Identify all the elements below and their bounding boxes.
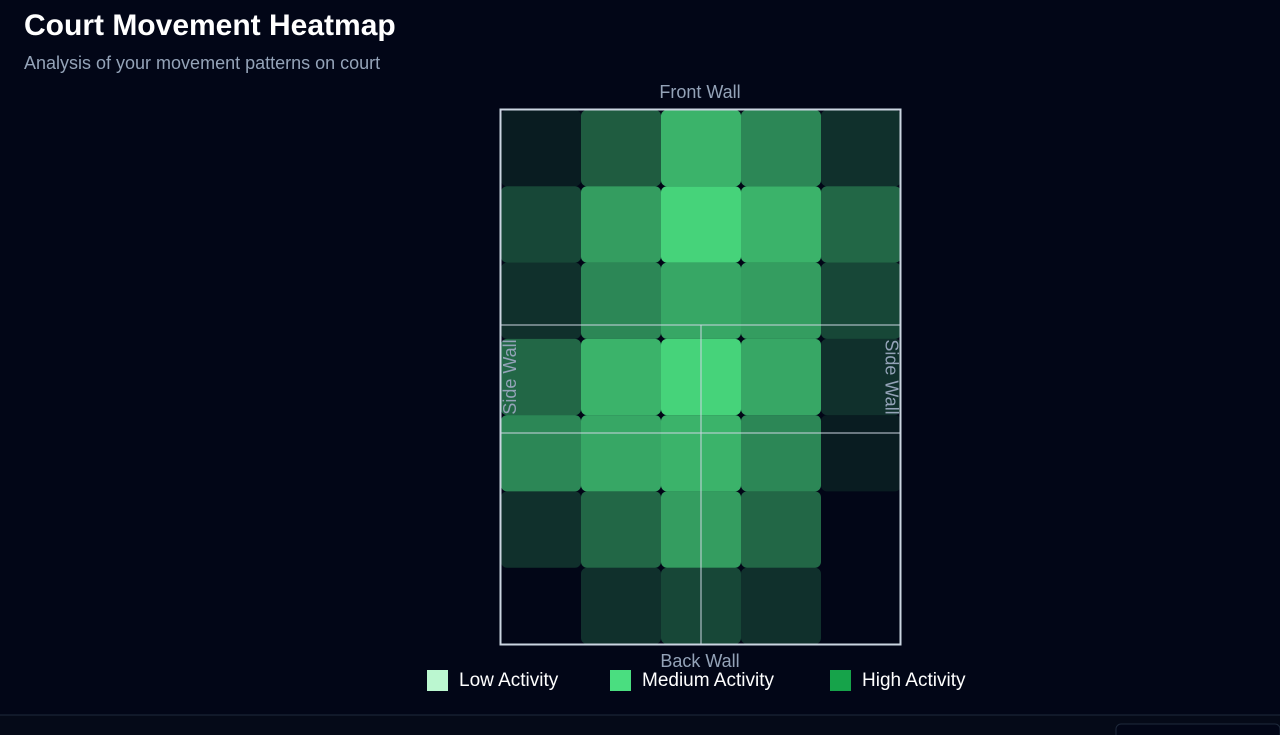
heat-cell [661,110,741,187]
heat-cell [501,491,581,568]
heat-cell [741,110,821,187]
heat-cell [741,338,821,416]
legend-swatch [610,670,631,691]
court-border [499,108,902,646]
right-wall-label: Side Wall [881,339,901,414]
back-wall-label: Back Wall [660,651,739,671]
heat-cell [501,338,581,416]
heat-cell [501,186,581,263]
front-wall-label: Front Wall [659,82,740,102]
bottom-panel [0,715,1280,735]
heat-cell [741,567,821,644]
heat-cell [821,415,901,492]
legend-label: Low Activity [459,670,559,691]
heat-cell [581,491,661,568]
heat-cell [501,262,581,339]
legend-swatch [427,670,448,691]
heat-cell [821,568,901,644]
heat-cell [821,110,901,187]
heat-cell [581,110,661,187]
heat-cell [501,110,581,187]
legend: Low Activity Medium Activity High Activity [427,670,966,691]
heat-cell [741,186,821,263]
heatmap-cells [501,110,901,644]
heat-cell [581,186,661,263]
heat-cell [821,491,901,567]
title: Court Movement Heatmap [24,9,396,42]
heat-cell [501,415,581,492]
heat-cell [661,186,741,263]
legend-swatch [830,670,851,691]
filter-input[interactable] [1115,723,1280,735]
heat-cell [581,262,661,339]
subtitle: Analysis of your movement patterns on co… [24,53,380,73]
heat-cell [821,186,901,263]
heat-cell [661,262,741,339]
heat-cell [581,567,661,644]
legend-label: High Activity [862,670,966,691]
heat-cell [741,491,821,568]
court-lines [499,108,902,646]
heat-cell [741,262,821,339]
heat-cell [501,568,581,644]
heat-cell [581,338,661,416]
legend-label: Medium Activity [642,670,774,691]
left-wall-label: Side Wall [500,339,520,414]
heat-cell [741,415,821,492]
heat-cell [821,338,901,416]
heat-cell [821,262,901,339]
heat-cell [581,415,661,492]
